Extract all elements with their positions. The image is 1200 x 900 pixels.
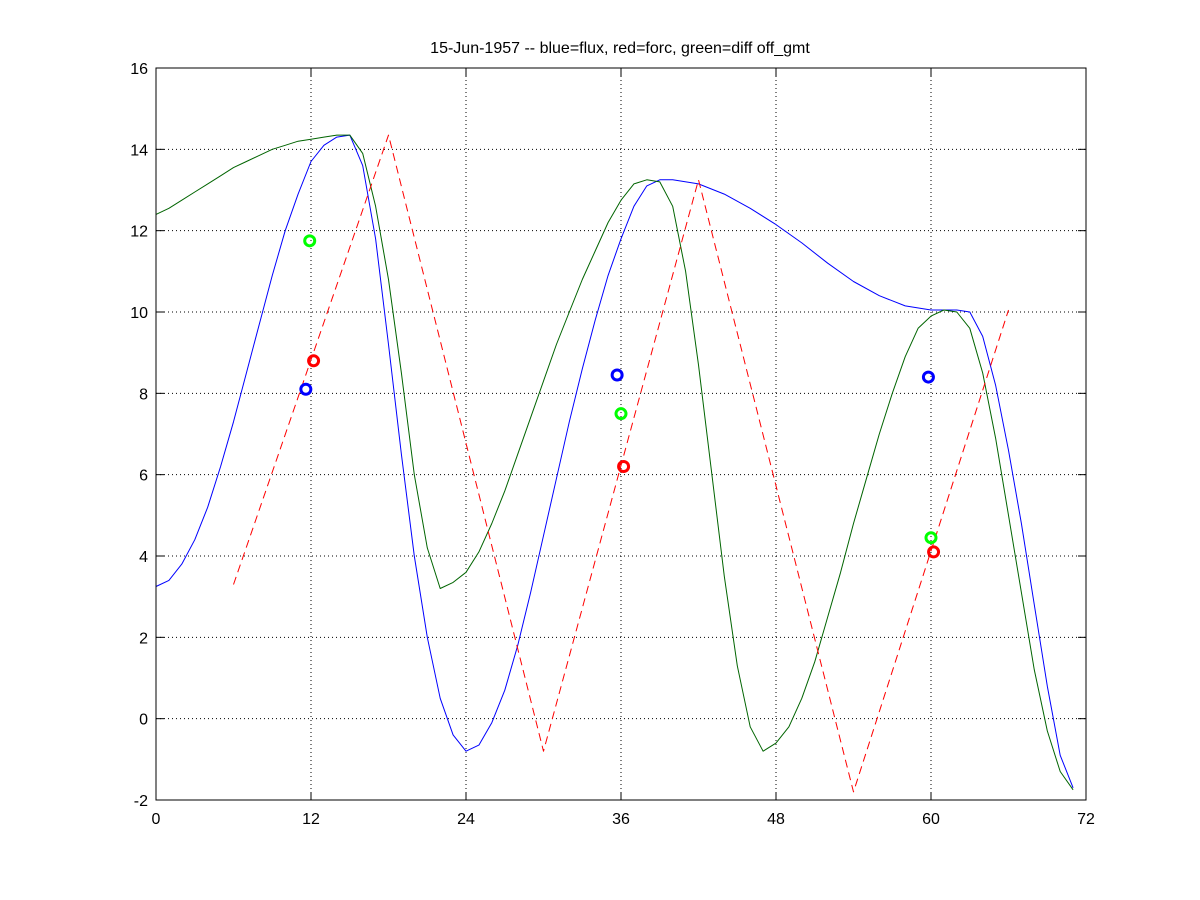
y-tick-label: 4 bbox=[139, 549, 148, 566]
y-tick-label: 10 bbox=[130, 305, 148, 322]
chart-title: 15-Jun-1957 -- blue=flux, red=forc, gree… bbox=[430, 40, 810, 57]
y-tick-label: 8 bbox=[139, 386, 148, 403]
y-tick-label: 12 bbox=[130, 224, 148, 241]
y-tick-label: 14 bbox=[130, 142, 148, 159]
y-tick-label: -2 bbox=[134, 793, 148, 810]
plot-area bbox=[156, 68, 1086, 800]
series-line-0 bbox=[155, 134, 1074, 788]
data-point-marker bbox=[617, 460, 631, 474]
series-line-1 bbox=[155, 134, 1074, 791]
y-tick-label: 6 bbox=[139, 468, 148, 485]
series-layer bbox=[155, 134, 1074, 793]
grid bbox=[156, 68, 1086, 800]
y-tick-label: 16 bbox=[130, 61, 148, 78]
series-line-2 bbox=[233, 134, 1009, 793]
y-tick-label: 2 bbox=[139, 630, 148, 647]
x-tick-label: 24 bbox=[457, 811, 475, 828]
data-point-marker bbox=[927, 545, 941, 559]
marker-layer bbox=[299, 234, 941, 559]
data-point-marker bbox=[924, 531, 938, 545]
x-tick-label: 36 bbox=[612, 811, 630, 828]
data-point-marker bbox=[299, 382, 313, 396]
data-point-marker bbox=[307, 354, 321, 368]
data-point-marker bbox=[610, 368, 624, 382]
x-tick-label: 12 bbox=[302, 811, 320, 828]
x-tick-label: 60 bbox=[922, 811, 940, 828]
x-tick-label: 0 bbox=[152, 811, 161, 828]
data-point-marker bbox=[303, 234, 317, 248]
x-tick-label: 48 bbox=[767, 811, 785, 828]
y-tick-label: 0 bbox=[139, 712, 148, 729]
data-point-marker bbox=[921, 370, 935, 384]
data-point-marker bbox=[614, 407, 628, 421]
x-tick-label: 72 bbox=[1077, 811, 1095, 828]
